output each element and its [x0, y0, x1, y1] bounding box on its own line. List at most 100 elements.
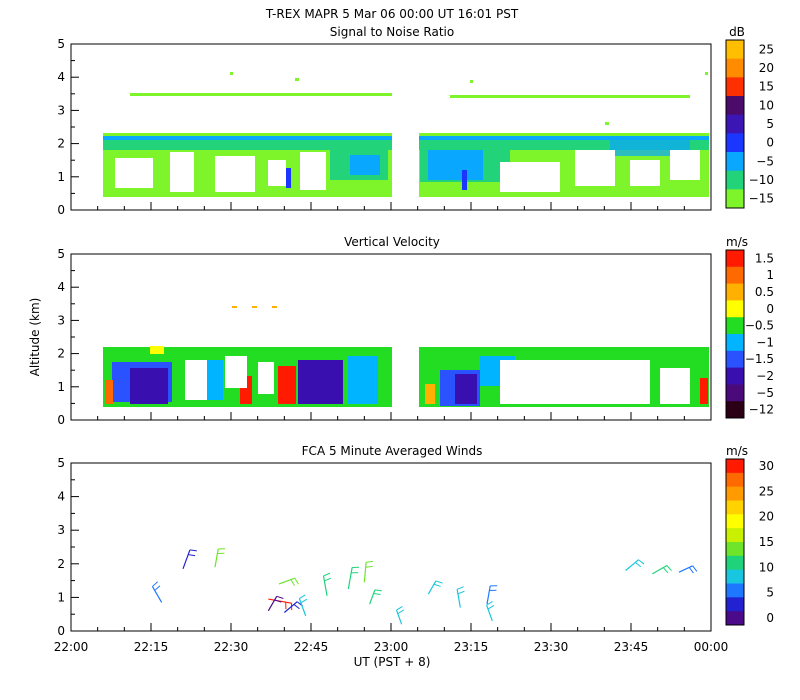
- colorbar-label: 10: [759, 98, 774, 112]
- colorbar-segment: [726, 77, 744, 97]
- colorbar-segment: [726, 384, 744, 402]
- x-tick-label: 22:30: [214, 640, 249, 654]
- winds-colorbar: 30 25 20 15 10 5 0: [725, 458, 774, 626]
- winds-title: FCA 5 Minute Averaged Winds: [302, 444, 483, 458]
- wind-barb-feather: [397, 609, 405, 615]
- snr-void: [630, 160, 660, 186]
- wind-barb: [347, 567, 353, 590]
- colorbar-label: 0: [766, 302, 774, 316]
- vv-region: [150, 346, 164, 354]
- velocity-colorbar-unit: m/s: [726, 235, 748, 249]
- winds-colorbar-unit: m/s: [726, 444, 748, 458]
- snr-core: [286, 168, 291, 188]
- wind-barb: [369, 589, 376, 605]
- colorbar-segment: [726, 334, 744, 352]
- y-tick-label: 1: [57, 380, 65, 394]
- colorbar-segment: [726, 500, 744, 515]
- wind-barb-feather: [300, 598, 308, 604]
- colorbar-segment: [726, 472, 744, 488]
- velocity-colorbar: 1.5 1 0.5 0 −0.5 −1 −1.5 −2 −5 −12: [725, 249, 774, 419]
- wind-barb-feather: [299, 594, 306, 599]
- colorbar-label: 1.5: [755, 251, 774, 265]
- x-axis-label: UT (PST + 8): [354, 655, 431, 669]
- wind-barb: [268, 598, 292, 604]
- wind-barb: [298, 598, 307, 617]
- velocity-x-ticks: [70, 412, 712, 420]
- colorbar-segment: [726, 250, 744, 268]
- vv-region: [130, 368, 168, 404]
- vv-region: [348, 356, 378, 404]
- snr-speck: [705, 72, 708, 75]
- colorbar-segment: [726, 58, 744, 78]
- colorbar-segment: [726, 114, 744, 134]
- colorbar-segment: [726, 317, 744, 335]
- vv-void: [660, 368, 690, 404]
- colorbar-segment: [726, 611, 744, 626]
- wind-barb-feather: [324, 577, 332, 582]
- wind-barb-feather: [366, 560, 374, 563]
- snr-title: Signal to Noise Ratio: [330, 25, 454, 39]
- snr-layer: [450, 95, 690, 98]
- snr-speck: [295, 78, 299, 81]
- snr-void: [268, 160, 286, 186]
- colorbar-segment: [726, 528, 744, 543]
- vv-void: [225, 356, 247, 388]
- x-tick-label: 00:00: [694, 640, 729, 654]
- colorbar-label: 25: [759, 484, 774, 498]
- colorbar-label: 5: [766, 117, 774, 131]
- colorbar-segment: [726, 40, 744, 60]
- y-tick-label: 3: [57, 523, 65, 537]
- wind-barb-feather: [688, 567, 694, 574]
- colorbar-segment: [726, 300, 744, 318]
- colorbar-segment: [726, 266, 744, 285]
- colorbar-segment: [726, 597, 744, 612]
- wind-barbs: [151, 548, 698, 625]
- colorbar-label: 15: [759, 80, 774, 94]
- vv-region: [205, 360, 223, 400]
- velocity-field: [103, 306, 709, 407]
- wind-barb-feather: [365, 565, 373, 568]
- y-tick-label: 4: [57, 280, 65, 294]
- wind-barb-feather: [274, 599, 282, 603]
- colorbar-label: 0: [766, 611, 774, 625]
- figure-title: T-REX MAPR 5 Mar 06 00:00 UT 16:01 PST: [265, 7, 519, 21]
- wind-barb-feather: [152, 581, 158, 587]
- wind-barb-feather: [486, 601, 493, 606]
- wind-barb-feather: [635, 562, 642, 568]
- wind-barb: [267, 595, 278, 612]
- wind-barb: [182, 549, 191, 570]
- snr-void: [300, 152, 326, 190]
- wind-barb-feather: [456, 586, 464, 590]
- wind-barb-feather: [373, 592, 381, 595]
- wind-barb-feather: [323, 572, 331, 577]
- colorbar-label: −5: [756, 386, 774, 400]
- wind-barb: [678, 565, 693, 573]
- colorbar-segment: [726, 555, 744, 571]
- colorbar-segment: [726, 350, 744, 369]
- wind-barb-feather: [290, 579, 295, 586]
- wind-barb: [363, 562, 367, 583]
- wind-barb-feather: [457, 590, 465, 595]
- colorbar-frame: [725, 458, 745, 626]
- snr-void: [575, 150, 615, 186]
- wind-barb: [278, 577, 295, 585]
- vv-void: [258, 362, 274, 394]
- velocity-y-axis: 0 1 2 3 4 5: [57, 247, 79, 427]
- colorbar-label: −1.5: [745, 352, 774, 366]
- colorbar-label: 20: [759, 61, 774, 75]
- vv-region: [455, 374, 477, 404]
- vv-speck: [252, 306, 257, 308]
- colorbar-segment: [726, 542, 744, 557]
- snr-speck: [230, 72, 233, 75]
- wind-barb: [427, 580, 437, 595]
- x-tick-label: 22:45: [294, 640, 329, 654]
- wind-barb-feather: [374, 589, 382, 592]
- vv-speck: [272, 306, 277, 308]
- y-tick-label: 4: [57, 70, 65, 84]
- y-tick-label: 0: [57, 203, 65, 217]
- wind-barb-feather: [189, 549, 197, 552]
- colorbar-label: 1: [766, 268, 774, 282]
- colorbar-segment: [726, 459, 744, 474]
- wind-barb-feather: [662, 567, 669, 574]
